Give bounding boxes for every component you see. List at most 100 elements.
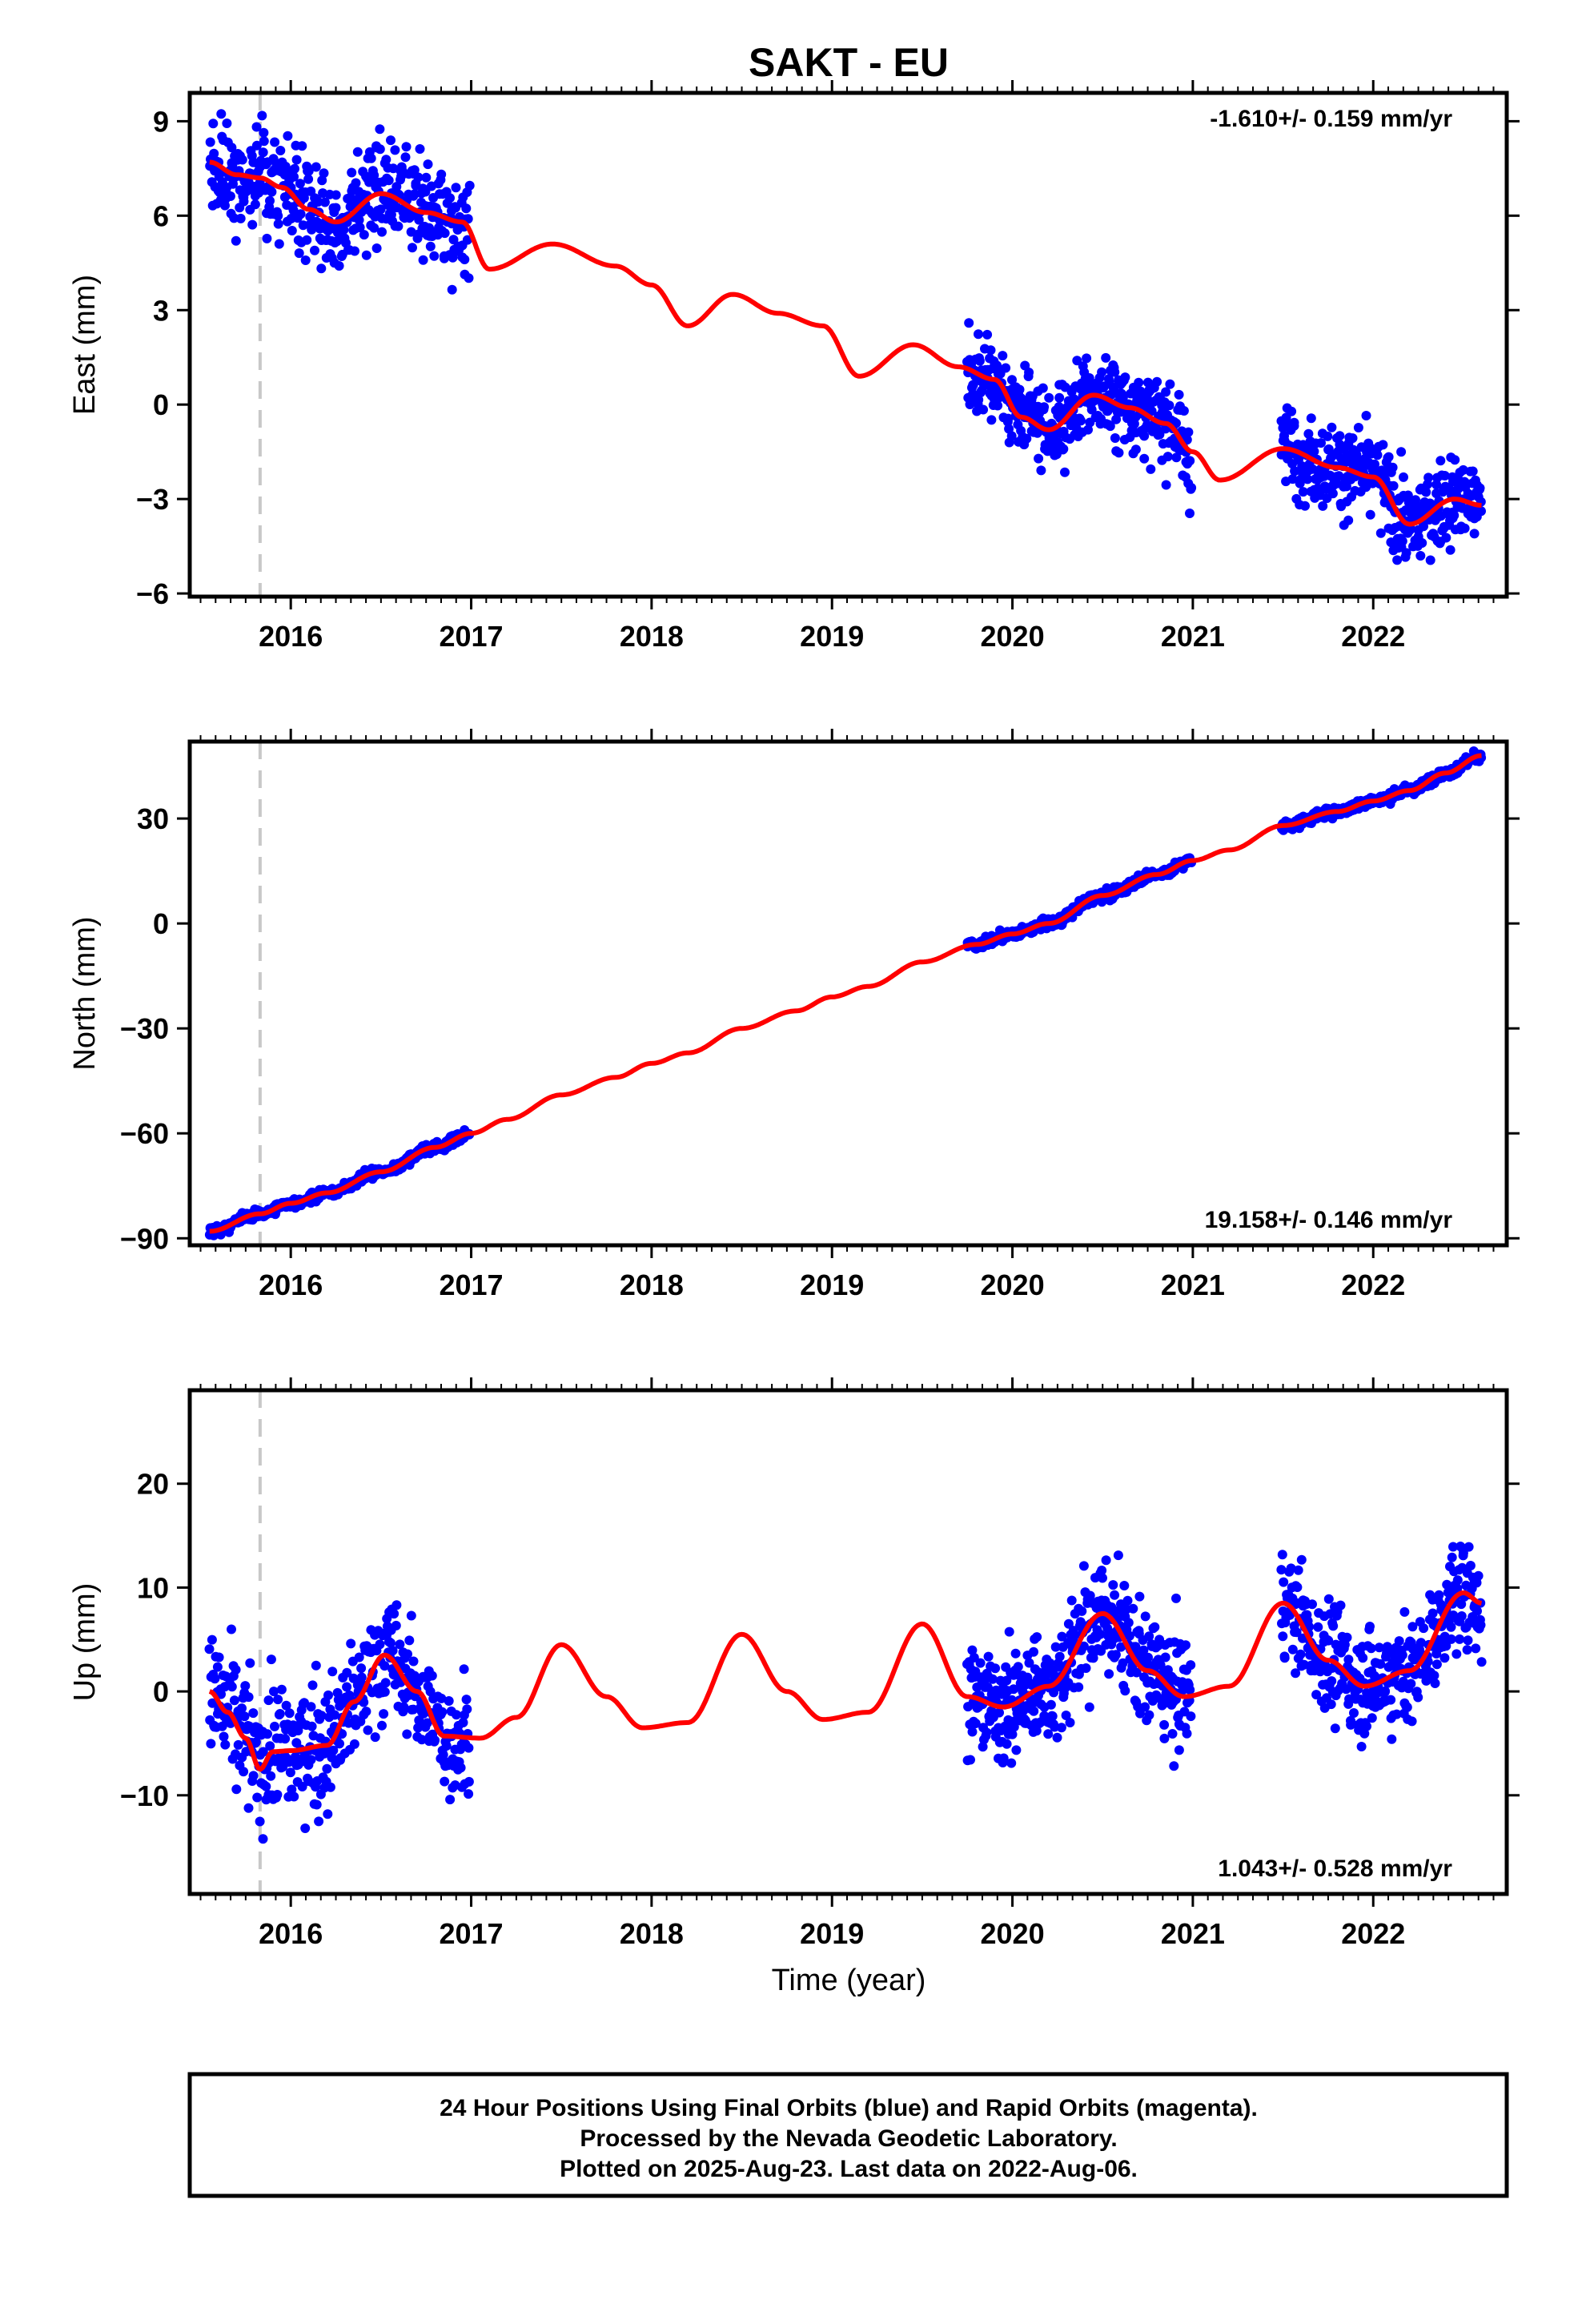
data-point xyxy=(375,204,386,215)
x-tick-label: 2016 xyxy=(259,1269,323,1301)
data-point xyxy=(1032,1632,1042,1642)
data-point xyxy=(1098,1573,1107,1583)
data-point xyxy=(1447,1552,1457,1562)
data-point xyxy=(377,1720,387,1731)
data-point xyxy=(1006,1758,1017,1768)
data-point xyxy=(1323,431,1333,441)
data-point xyxy=(452,1710,461,1720)
data-point xyxy=(1169,1761,1179,1771)
data-point xyxy=(355,223,365,232)
data-point xyxy=(1415,1638,1426,1648)
data-point xyxy=(354,215,364,225)
data-point xyxy=(1399,472,1408,482)
data-point xyxy=(1469,529,1480,539)
data-point xyxy=(1029,1706,1039,1716)
data-point xyxy=(1399,1606,1410,1617)
data-point xyxy=(327,1667,338,1677)
data-point xyxy=(380,1678,391,1688)
up-data-points xyxy=(204,1542,1487,1844)
data-point xyxy=(1413,1692,1423,1703)
data-point xyxy=(219,1731,229,1742)
data-point xyxy=(1110,367,1120,377)
data-point xyxy=(1050,1642,1061,1652)
data-point xyxy=(1449,510,1460,521)
data-point xyxy=(356,1672,367,1683)
data-point xyxy=(1014,384,1025,395)
data-point xyxy=(317,175,327,186)
east-plot-area xyxy=(205,93,1486,597)
data-point xyxy=(328,1745,339,1755)
north-y-axis-label: North (mm) xyxy=(68,916,102,1070)
data-point xyxy=(423,159,433,170)
data-point xyxy=(323,1690,333,1700)
data-point xyxy=(265,195,275,206)
data-point xyxy=(1463,1635,1473,1646)
data-point xyxy=(1114,448,1124,458)
data-point xyxy=(1387,1734,1397,1744)
x-tick-label: 2017 xyxy=(439,620,503,653)
x-tick-label: 2018 xyxy=(620,620,684,653)
north-panel: 2016 2017 2018 2019 2020 2021 2022 30 0 −30 −60 −90… xyxy=(68,729,1520,1301)
x-tick-label: 2017 xyxy=(439,1917,503,1950)
data-point xyxy=(1108,1580,1118,1590)
data-point xyxy=(391,1600,402,1610)
data-point xyxy=(1186,483,1197,493)
data-point xyxy=(1046,1699,1056,1710)
data-point xyxy=(1174,389,1184,400)
data-point xyxy=(248,1771,259,1781)
data-point xyxy=(1415,551,1426,561)
data-point xyxy=(1299,1659,1309,1670)
data-point xyxy=(294,248,304,259)
data-point xyxy=(369,170,379,180)
y-tick-label: 3 xyxy=(153,294,169,327)
data-point xyxy=(206,1739,216,1749)
data-point xyxy=(1456,1611,1467,1621)
data-point xyxy=(231,1665,241,1675)
data-point xyxy=(1313,1622,1323,1632)
data-point xyxy=(447,284,457,295)
data-point xyxy=(1358,1653,1368,1663)
data-point xyxy=(1152,376,1162,387)
data-point xyxy=(1050,1722,1060,1732)
data-point xyxy=(332,236,342,247)
y-tick-label: −3 xyxy=(136,483,169,516)
data-point xyxy=(1388,480,1399,491)
data-point xyxy=(1123,1618,1134,1628)
data-point xyxy=(1380,1686,1391,1696)
data-point xyxy=(243,1803,254,1813)
data-point xyxy=(1279,1651,1290,1662)
data-point xyxy=(342,1667,352,1678)
data-point xyxy=(207,1634,217,1645)
data-point xyxy=(1318,501,1328,511)
data-point xyxy=(311,1799,322,1810)
footer-box: 24 Hour Positions Using Final Orbits (bl… xyxy=(187,2072,1509,2198)
data-point xyxy=(436,169,447,179)
data-point xyxy=(1356,1742,1367,1751)
east-model-curve xyxy=(209,159,1482,527)
data-point xyxy=(262,233,272,243)
north-frame xyxy=(187,739,1509,1248)
data-point xyxy=(994,1707,1004,1718)
data-point xyxy=(290,163,299,174)
data-point xyxy=(1441,1641,1452,1651)
data-point xyxy=(1081,1663,1091,1673)
data-point xyxy=(1370,459,1379,469)
data-point xyxy=(1278,1631,1288,1642)
x-tick-label: 2021 xyxy=(1161,620,1225,653)
data-point xyxy=(1171,1593,1181,1603)
data-point xyxy=(227,1624,236,1634)
data-point xyxy=(993,400,1003,411)
data-point xyxy=(1130,444,1141,455)
data-point xyxy=(250,199,260,210)
data-point xyxy=(1097,367,1107,377)
data-point xyxy=(1434,1590,1444,1600)
data-point xyxy=(1011,1745,1022,1755)
data-point xyxy=(319,168,329,179)
y-tick-label: −30 xyxy=(120,1012,169,1045)
data-point xyxy=(1185,509,1195,518)
data-point xyxy=(276,1684,287,1695)
data-point xyxy=(1427,1608,1438,1618)
data-point xyxy=(342,1682,352,1692)
data-point xyxy=(1353,423,1363,432)
data-point xyxy=(205,137,215,147)
